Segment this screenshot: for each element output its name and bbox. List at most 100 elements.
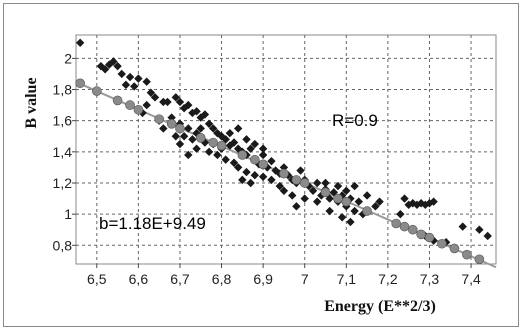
data-point-circle [341, 196, 352, 207]
data-point-diamond [292, 202, 301, 211]
data-point-diamond [233, 163, 243, 172]
data-point-circle [258, 159, 268, 170]
data-point-diamond [200, 110, 210, 119]
data-point-diamond [134, 74, 143, 83]
data-point-diamond [250, 171, 260, 180]
data-point-diamond [346, 217, 355, 227]
data-point-diamond [429, 197, 438, 206]
x-tick-label: 7,4 [461, 271, 481, 287]
x-axis-title: Energy (E**2/3) [324, 298, 436, 315]
x-tick-label: 6,5 [87, 271, 107, 287]
data-point-circle [195, 133, 206, 143]
data-point-circle [416, 229, 426, 240]
data-point-diamond [213, 150, 222, 160]
data-point-diamond [192, 107, 201, 116]
data-point-diamond [350, 206, 359, 216]
y-tick-label: 1 [64, 206, 72, 222]
data-point-diamond [125, 72, 135, 82]
x-tick-label: 7,2 [378, 271, 398, 287]
data-point-diamond [225, 128, 235, 138]
data-point-diamond [483, 231, 492, 241]
data-point-diamond [171, 132, 181, 141]
data-point-circle [216, 140, 227, 151]
data-point-circle [154, 114, 164, 124]
data-point-diamond [121, 80, 131, 90]
data-point-diamond [117, 69, 126, 79]
data-point-diamond [258, 144, 268, 153]
data-point-diamond [312, 178, 322, 188]
data-point-diamond [358, 209, 368, 219]
data-point-circle [125, 100, 135, 110]
data-point-diamond [337, 213, 347, 222]
data-point-circle [75, 78, 85, 89]
data-point-diamond [317, 191, 326, 200]
data-point-diamond [142, 100, 151, 110]
data-point-diamond [100, 65, 110, 74]
data-point-diamond [184, 124, 193, 133]
data-point-diamond [229, 158, 239, 167]
data-point-diamond [213, 128, 222, 138]
data-point-diamond [300, 194, 309, 203]
data-point-diamond [246, 144, 255, 153]
data-point-diamond [192, 128, 201, 138]
data-point-diamond [179, 132, 189, 141]
data-point-circle [449, 243, 460, 254]
data-point-circle [208, 137, 219, 148]
y-tick-label: 1,6 [53, 113, 73, 129]
data-point-diamond [192, 144, 201, 153]
data-point-diamond [75, 38, 85, 47]
data-point-diamond [150, 93, 160, 102]
annotation-equation: b=1.18E+9.49 [99, 214, 206, 233]
data-point-diamond [225, 141, 235, 150]
data-point-diamond [238, 175, 247, 185]
x-axis-ticks: 6,5 6,6 6,7 6,8 6,9 7 7,1 7,2 7,3 7,4 [87, 264, 481, 287]
data-point-diamond [221, 155, 230, 164]
data-point-diamond [258, 172, 268, 181]
data-point-diamond [475, 225, 484, 234]
data-point-diamond [396, 209, 405, 219]
data-point-circle [362, 206, 372, 216]
x-tick-label: 7,1 [337, 271, 357, 287]
y-tick-label: 1,8 [53, 82, 73, 98]
data-point-diamond [242, 135, 251, 144]
data-point-circle [391, 218, 401, 229]
data-point-circle [279, 168, 289, 179]
x-tick-label: 6,8 [212, 271, 232, 287]
data-point-diamond [163, 97, 172, 107]
data-point-diamond [188, 135, 197, 144]
data-point-circle [462, 249, 472, 260]
data-point-diamond [337, 191, 347, 200]
data-point-circle [320, 187, 331, 198]
data-point-diamond [312, 197, 322, 206]
data-point-diamond [204, 147, 214, 157]
data-point-circle [133, 104, 144, 115]
data-point-circle [437, 238, 447, 249]
data-point-diamond [184, 100, 193, 110]
annotation-r-value: R=0.9 [332, 111, 378, 130]
data-point-diamond [246, 178, 255, 188]
data-point-diamond [371, 202, 380, 211]
x-tick-label: 6,7 [170, 271, 190, 287]
data-point-diamond [179, 104, 189, 113]
data-point-circle [333, 193, 343, 204]
x-tick-label: 7,3 [420, 271, 440, 287]
y-axis-title: B value [23, 77, 40, 128]
data-point-diamond [184, 150, 193, 160]
data-point-diamond [130, 82, 139, 91]
x-tick-label: 6,9 [253, 271, 273, 287]
data-point-circle [474, 254, 485, 265]
data-point-circle [424, 232, 435, 243]
data-point-diamond [362, 191, 372, 200]
data-point-diamond [333, 181, 343, 191]
data-point-diamond [113, 61, 122, 71]
data-point-diamond [275, 181, 284, 191]
data-point-diamond [96, 61, 106, 71]
data-point-diamond [209, 124, 218, 133]
data-point-circle [291, 175, 302, 185]
data-point-diamond [204, 119, 214, 128]
data-point-circle [112, 95, 123, 106]
data-point-diamond [321, 178, 330, 188]
data-point-diamond [288, 191, 297, 200]
data-point-circle [250, 154, 260, 165]
